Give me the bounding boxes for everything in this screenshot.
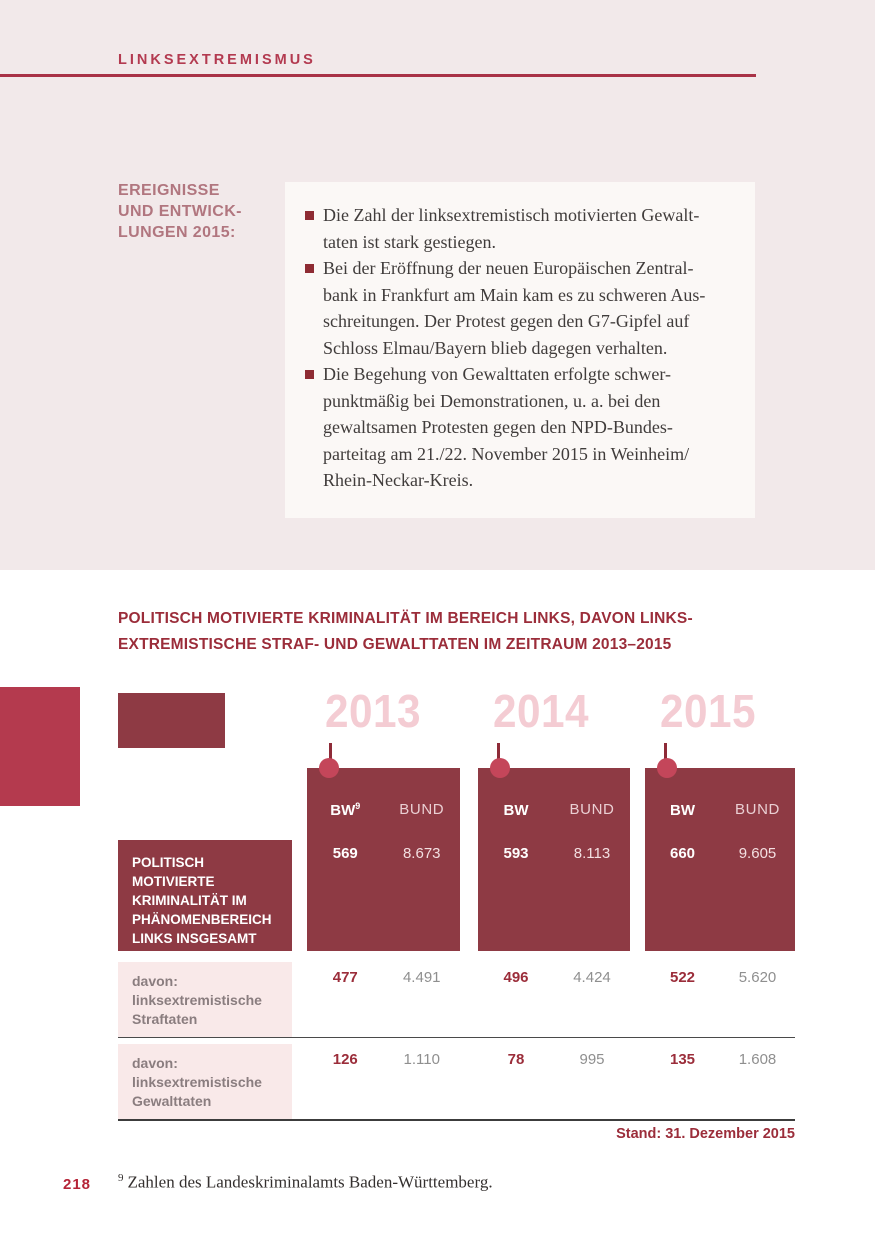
margin-accent-rectangle bbox=[0, 687, 80, 806]
year-heading-2014: 2014 bbox=[493, 685, 589, 737]
year-marker-dot bbox=[319, 758, 339, 778]
straftaten-values-2013: 477 4.491 bbox=[307, 969, 460, 986]
straftaten-bw-value: 522 bbox=[669, 969, 696, 986]
gewalttaten-bund-value: 1.110 bbox=[403, 1051, 440, 1068]
year-column-2015: BW BUND 660 9.605 bbox=[645, 758, 795, 951]
row-header-total: POLITISCH MOTIVIERTE KRIMINALITÄT IM PHÄ… bbox=[118, 840, 292, 951]
gewalttaten-bund-value: 1.608 bbox=[738, 1051, 777, 1068]
bund-column-header: BUND bbox=[735, 801, 780, 818]
column-header-row: BW9 BUND bbox=[307, 801, 460, 819]
year-tick-line bbox=[664, 743, 667, 759]
bw-column-header: BW9 bbox=[330, 801, 361, 819]
events-section-label: EREIGNISSE UND ENTWICK- LUNGEN 2015: bbox=[118, 182, 242, 241]
total-bund-value: 8.113 bbox=[573, 845, 611, 862]
straftaten-values-2015: 522 5.620 bbox=[645, 969, 795, 986]
bw-column-header: BW bbox=[670, 802, 695, 819]
total-bw-value: 660 bbox=[669, 845, 696, 862]
total-values-row: 660 9.605 bbox=[645, 845, 795, 862]
table-title: POLITISCH MOTIVIERTE KRIMINALITÄT IM BER… bbox=[118, 610, 693, 653]
year-marker-dot bbox=[657, 758, 677, 778]
straftaten-bund-value: 4.424 bbox=[573, 969, 611, 986]
gewalttaten-values-2013: 126 1.110 bbox=[307, 1051, 460, 1068]
year-tick-line bbox=[497, 743, 500, 759]
footnote-marker: 9 bbox=[118, 1172, 124, 1184]
year-marker-dot bbox=[490, 758, 510, 778]
total-bund-value: 9.605 bbox=[738, 845, 777, 862]
table-date-note: Stand: 31. Dezember 2015 bbox=[616, 1126, 795, 1142]
column-header-row: BW BUND bbox=[478, 801, 630, 819]
event-bullet-item: Die Zahl der linksextremistisch motivier… bbox=[305, 202, 743, 255]
header-rule bbox=[0, 74, 756, 77]
gewalttaten-bw-value: 126 bbox=[332, 1051, 358, 1068]
total-bw-value: 593 bbox=[503, 845, 529, 862]
table-legend-box bbox=[118, 693, 225, 748]
events-bullet-list: Die Zahl der linksextremistisch motivier… bbox=[285, 182, 755, 494]
total-values-row: 569 8.673 bbox=[307, 845, 460, 862]
straftaten-values-2014: 496 4.424 bbox=[478, 969, 630, 986]
gewalttaten-values-2014: 78 995 bbox=[478, 1051, 630, 1068]
table-bottom-rule bbox=[118, 1119, 795, 1121]
gewalttaten-bw-value: 78 bbox=[507, 1051, 525, 1068]
bund-column-header: BUND bbox=[569, 801, 615, 818]
bund-column-header: BUND bbox=[399, 801, 445, 818]
chapter-header: LINKSEXTREMISMUS bbox=[118, 52, 316, 68]
column-header-row: BW BUND bbox=[645, 801, 795, 819]
row-divider-rule bbox=[118, 1037, 795, 1038]
bw-column-header: BW bbox=[503, 802, 529, 819]
footnote-ref-icon: 9 bbox=[355, 801, 361, 811]
year-tick-line bbox=[329, 743, 332, 759]
total-bund-value: 8.673 bbox=[402, 845, 441, 862]
year-heading-2015: 2015 bbox=[660, 685, 756, 737]
gewalttaten-values-2015: 135 1.608 bbox=[645, 1051, 795, 1068]
straftaten-bund-value: 5.620 bbox=[738, 969, 777, 986]
gewalttaten-bund-value: 995 bbox=[579, 1051, 605, 1068]
straftaten-bund-value: 4.491 bbox=[402, 969, 441, 986]
row-header-gewalttaten: davon: linksextremistische Gewalttaten bbox=[118, 1044, 292, 1120]
year-heading-2013: 2013 bbox=[325, 685, 421, 737]
footnote: 9 Zahlen des Landeskriminalamts Baden-Wür… bbox=[118, 1172, 493, 1193]
footnote-text: Zahlen des Landeskriminalamts Baden-Würt… bbox=[127, 1172, 493, 1192]
events-highlight-box: Die Zahl der linksextremistisch motivier… bbox=[285, 182, 755, 518]
year-column-2014: BW BUND 593 8.113 bbox=[478, 758, 630, 951]
event-bullet-item: Die Begehung von Gewalttaten erfolgte sc… bbox=[305, 361, 743, 494]
straftaten-bw-value: 477 bbox=[332, 969, 358, 986]
total-values-row: 593 8.113 bbox=[478, 845, 630, 862]
row-header-straftaten: davon: linksextremistische Straftaten bbox=[118, 962, 292, 1037]
year-column-2013: BW9 BUND 569 8.673 bbox=[307, 758, 460, 951]
total-bw-value: 569 bbox=[332, 845, 358, 862]
gewalttaten-bw-value: 135 bbox=[669, 1051, 696, 1068]
straftaten-bw-value: 496 bbox=[503, 969, 529, 986]
event-bullet-item: Bei der Eröffnung der neuen Europäischen… bbox=[305, 255, 743, 361]
page-number: 218 bbox=[63, 1176, 92, 1193]
